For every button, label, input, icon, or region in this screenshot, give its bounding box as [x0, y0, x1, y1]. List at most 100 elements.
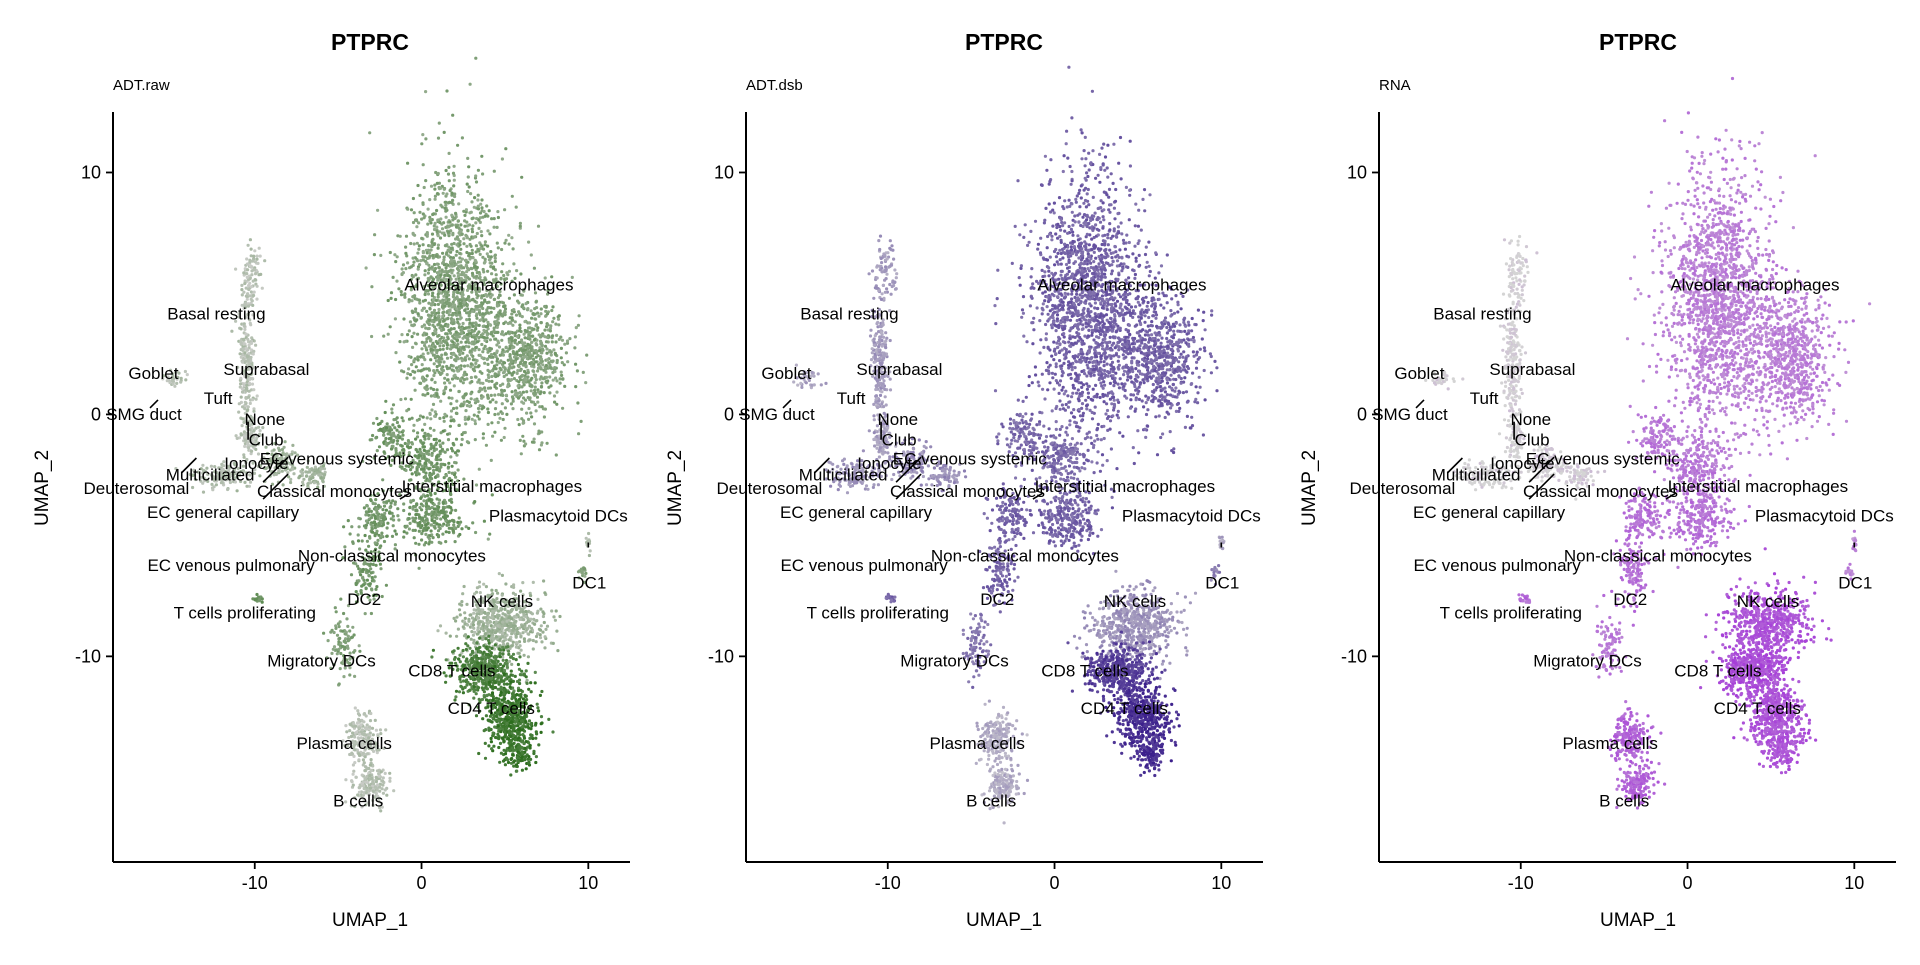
cell-point: [444, 203, 448, 207]
cell-point: [513, 320, 517, 324]
cell-point: [445, 89, 449, 93]
cell-point: [420, 376, 424, 380]
cell-point: [368, 536, 372, 540]
cell-point: [451, 231, 455, 235]
cell-point: [502, 361, 507, 365]
cell-point: [485, 612, 490, 616]
cell-point: [534, 355, 538, 359]
cell-point: [498, 361, 502, 365]
cell-point: [433, 380, 437, 384]
cell-point: [498, 416, 502, 420]
cell-point: [369, 611, 373, 616]
cell-point: [470, 217, 474, 221]
cell-point: [507, 371, 511, 375]
cell-point: [445, 192, 449, 196]
cell-point: [518, 353, 522, 357]
cell-point: [485, 336, 489, 340]
cell-point: [480, 206, 484, 210]
cell-point: [511, 407, 515, 411]
cell-point: [544, 627, 548, 632]
cell-point: [403, 397, 408, 401]
cell-point: [533, 317, 537, 321]
cell-point: [539, 366, 543, 370]
cell-point: [491, 695, 495, 699]
cell-point: [351, 540, 355, 544]
panel-adt-raw: PTPRC ADT.raw Basal restingSuprabasalTuf…: [32, 29, 630, 931]
cell-point: [375, 416, 379, 421]
cell-point: [527, 417, 531, 421]
cell-point: [477, 410, 481, 414]
cell-point: [382, 504, 387, 508]
cell-point: [445, 310, 449, 314]
cell-point: [425, 232, 429, 236]
cell-point: [377, 445, 382, 449]
cell-point: [465, 354, 469, 358]
cell-point: [496, 296, 500, 300]
cell-point: [481, 301, 485, 305]
cell-point: [470, 248, 474, 252]
cell-point: [429, 303, 433, 307]
cell-point: [452, 345, 456, 349]
cell-point: [462, 378, 466, 382]
cell-point: [492, 306, 496, 310]
cell-point: [496, 676, 500, 680]
cell-point: [444, 385, 448, 389]
cell-point: [364, 510, 368, 514]
cell-point: [457, 516, 461, 520]
cell-point: [472, 335, 476, 339]
cell-point: [368, 131, 372, 135]
cell-point: [495, 304, 499, 308]
cell-point: [400, 444, 404, 448]
cell-point: [388, 432, 393, 436]
cell-point: [444, 631, 448, 635]
cell-point: [442, 318, 446, 323]
cell-point: [429, 358, 433, 362]
cell-point: [348, 673, 352, 677]
cell-point: [514, 658, 518, 662]
cell-point: [384, 441, 388, 445]
cell-point: [447, 313, 451, 317]
cell-point: [457, 389, 461, 394]
cell-point: [391, 524, 395, 528]
cell-point: [520, 175, 524, 179]
cell-point: [544, 340, 549, 344]
cell-point: [538, 346, 542, 350]
cell-point: [384, 508, 388, 512]
cell-point: [522, 439, 526, 443]
cell-point: [539, 361, 543, 365]
cell-point: [411, 528, 415, 533]
cell-point: [553, 352, 558, 356]
cell-point: [504, 677, 508, 681]
cell-point: [484, 585, 488, 589]
cell-point: [501, 393, 505, 397]
cell-point: [433, 187, 437, 191]
cell-point: [471, 620, 475, 624]
cell-point: [536, 706, 540, 710]
cell-point: [446, 378, 450, 382]
cell-point: [451, 113, 455, 117]
cell-point: [453, 298, 457, 302]
cell-point: [437, 370, 441, 374]
cell-point: [446, 432, 450, 436]
cell-point: [553, 618, 558, 622]
cell-point: [460, 136, 464, 140]
cell-point: [427, 326, 431, 331]
cell-point: [502, 321, 506, 326]
cell-point: [534, 736, 538, 740]
cell-point: [518, 224, 522, 228]
cell-point: [393, 426, 397, 430]
cell-point: [400, 416, 404, 420]
cell-point: [489, 393, 493, 397]
cell-point: [418, 447, 422, 451]
cell-point: [435, 354, 440, 358]
cell-point: [393, 317, 397, 321]
cell-point: [494, 337, 498, 341]
cell-point: [462, 373, 466, 377]
cell-point: [501, 652, 505, 656]
cell-point: [405, 409, 409, 413]
cell-point: [558, 381, 562, 385]
cell-point: [489, 295, 493, 299]
cell-point: [491, 731, 495, 735]
cell-point: [518, 323, 522, 327]
cell-point: [447, 269, 451, 273]
